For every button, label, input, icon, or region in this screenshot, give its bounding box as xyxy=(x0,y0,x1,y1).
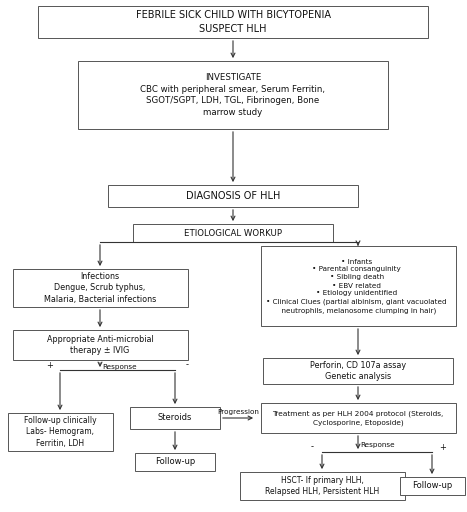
Text: Treatment as per HLH 2004 protocol (Steroids,
Cyclosporine, Etoposide): Treatment as per HLH 2004 protocol (Ster… xyxy=(272,411,444,425)
Text: Response: Response xyxy=(103,364,137,370)
Text: -: - xyxy=(311,442,313,452)
FancyBboxPatch shape xyxy=(240,472,404,500)
FancyBboxPatch shape xyxy=(133,224,333,242)
Text: Response: Response xyxy=(361,442,395,448)
Text: • Infants
• Parental consanguinity
• Sibling death
• EBV related
• Etiology unid: • Infants • Parental consanguinity • Sib… xyxy=(267,259,447,313)
FancyBboxPatch shape xyxy=(108,185,358,207)
Text: FEBRILE SICK CHILD WITH BICYTOPENIA
SUSPECT HLH: FEBRILE SICK CHILD WITH BICYTOPENIA SUSP… xyxy=(135,10,331,34)
FancyBboxPatch shape xyxy=(135,453,215,471)
Text: Follow-up: Follow-up xyxy=(155,458,195,466)
FancyBboxPatch shape xyxy=(399,477,465,495)
Text: +: + xyxy=(47,360,53,370)
FancyBboxPatch shape xyxy=(13,330,187,360)
Text: +: + xyxy=(439,442,446,452)
Text: Perforin, CD 107a assay
Genetic analysis: Perforin, CD 107a assay Genetic analysis xyxy=(310,360,406,381)
FancyBboxPatch shape xyxy=(13,269,187,307)
FancyBboxPatch shape xyxy=(7,413,113,451)
Text: Progression: Progression xyxy=(217,409,259,415)
Text: HSCT- If primary HLH,
Relapsed HLH, Persistent HLH: HSCT- If primary HLH, Relapsed HLH, Pers… xyxy=(265,476,379,497)
Text: INVESTIGATE
CBC with peripheral smear, Serum Ferritin,
SGOT/SGPT, LDH, TGL, Fibr: INVESTIGATE CBC with peripheral smear, S… xyxy=(141,73,325,117)
FancyBboxPatch shape xyxy=(263,358,453,384)
Text: Appropriate Anti-microbial
therapy ± IVIG: Appropriate Anti-microbial therapy ± IVI… xyxy=(47,335,153,355)
Text: -: - xyxy=(185,360,189,370)
Text: Follow-up clinically
Labs- Hemogram,
Ferritin, LDH: Follow-up clinically Labs- Hemogram, Fer… xyxy=(24,416,96,449)
FancyBboxPatch shape xyxy=(38,6,428,38)
Text: DIAGNOSIS OF HLH: DIAGNOSIS OF HLH xyxy=(186,191,280,201)
FancyBboxPatch shape xyxy=(78,61,388,129)
FancyBboxPatch shape xyxy=(261,403,455,433)
Text: Follow-up: Follow-up xyxy=(412,481,452,490)
FancyBboxPatch shape xyxy=(261,246,455,326)
Text: Infections
Dengue, Scrub typhus,
Malaria, Bacterial infections: Infections Dengue, Scrub typhus, Malaria… xyxy=(44,272,156,304)
Text: Steroids: Steroids xyxy=(158,414,192,422)
Text: ETIOLOGICAL WORKUP: ETIOLOGICAL WORKUP xyxy=(184,228,282,238)
FancyBboxPatch shape xyxy=(130,407,220,429)
